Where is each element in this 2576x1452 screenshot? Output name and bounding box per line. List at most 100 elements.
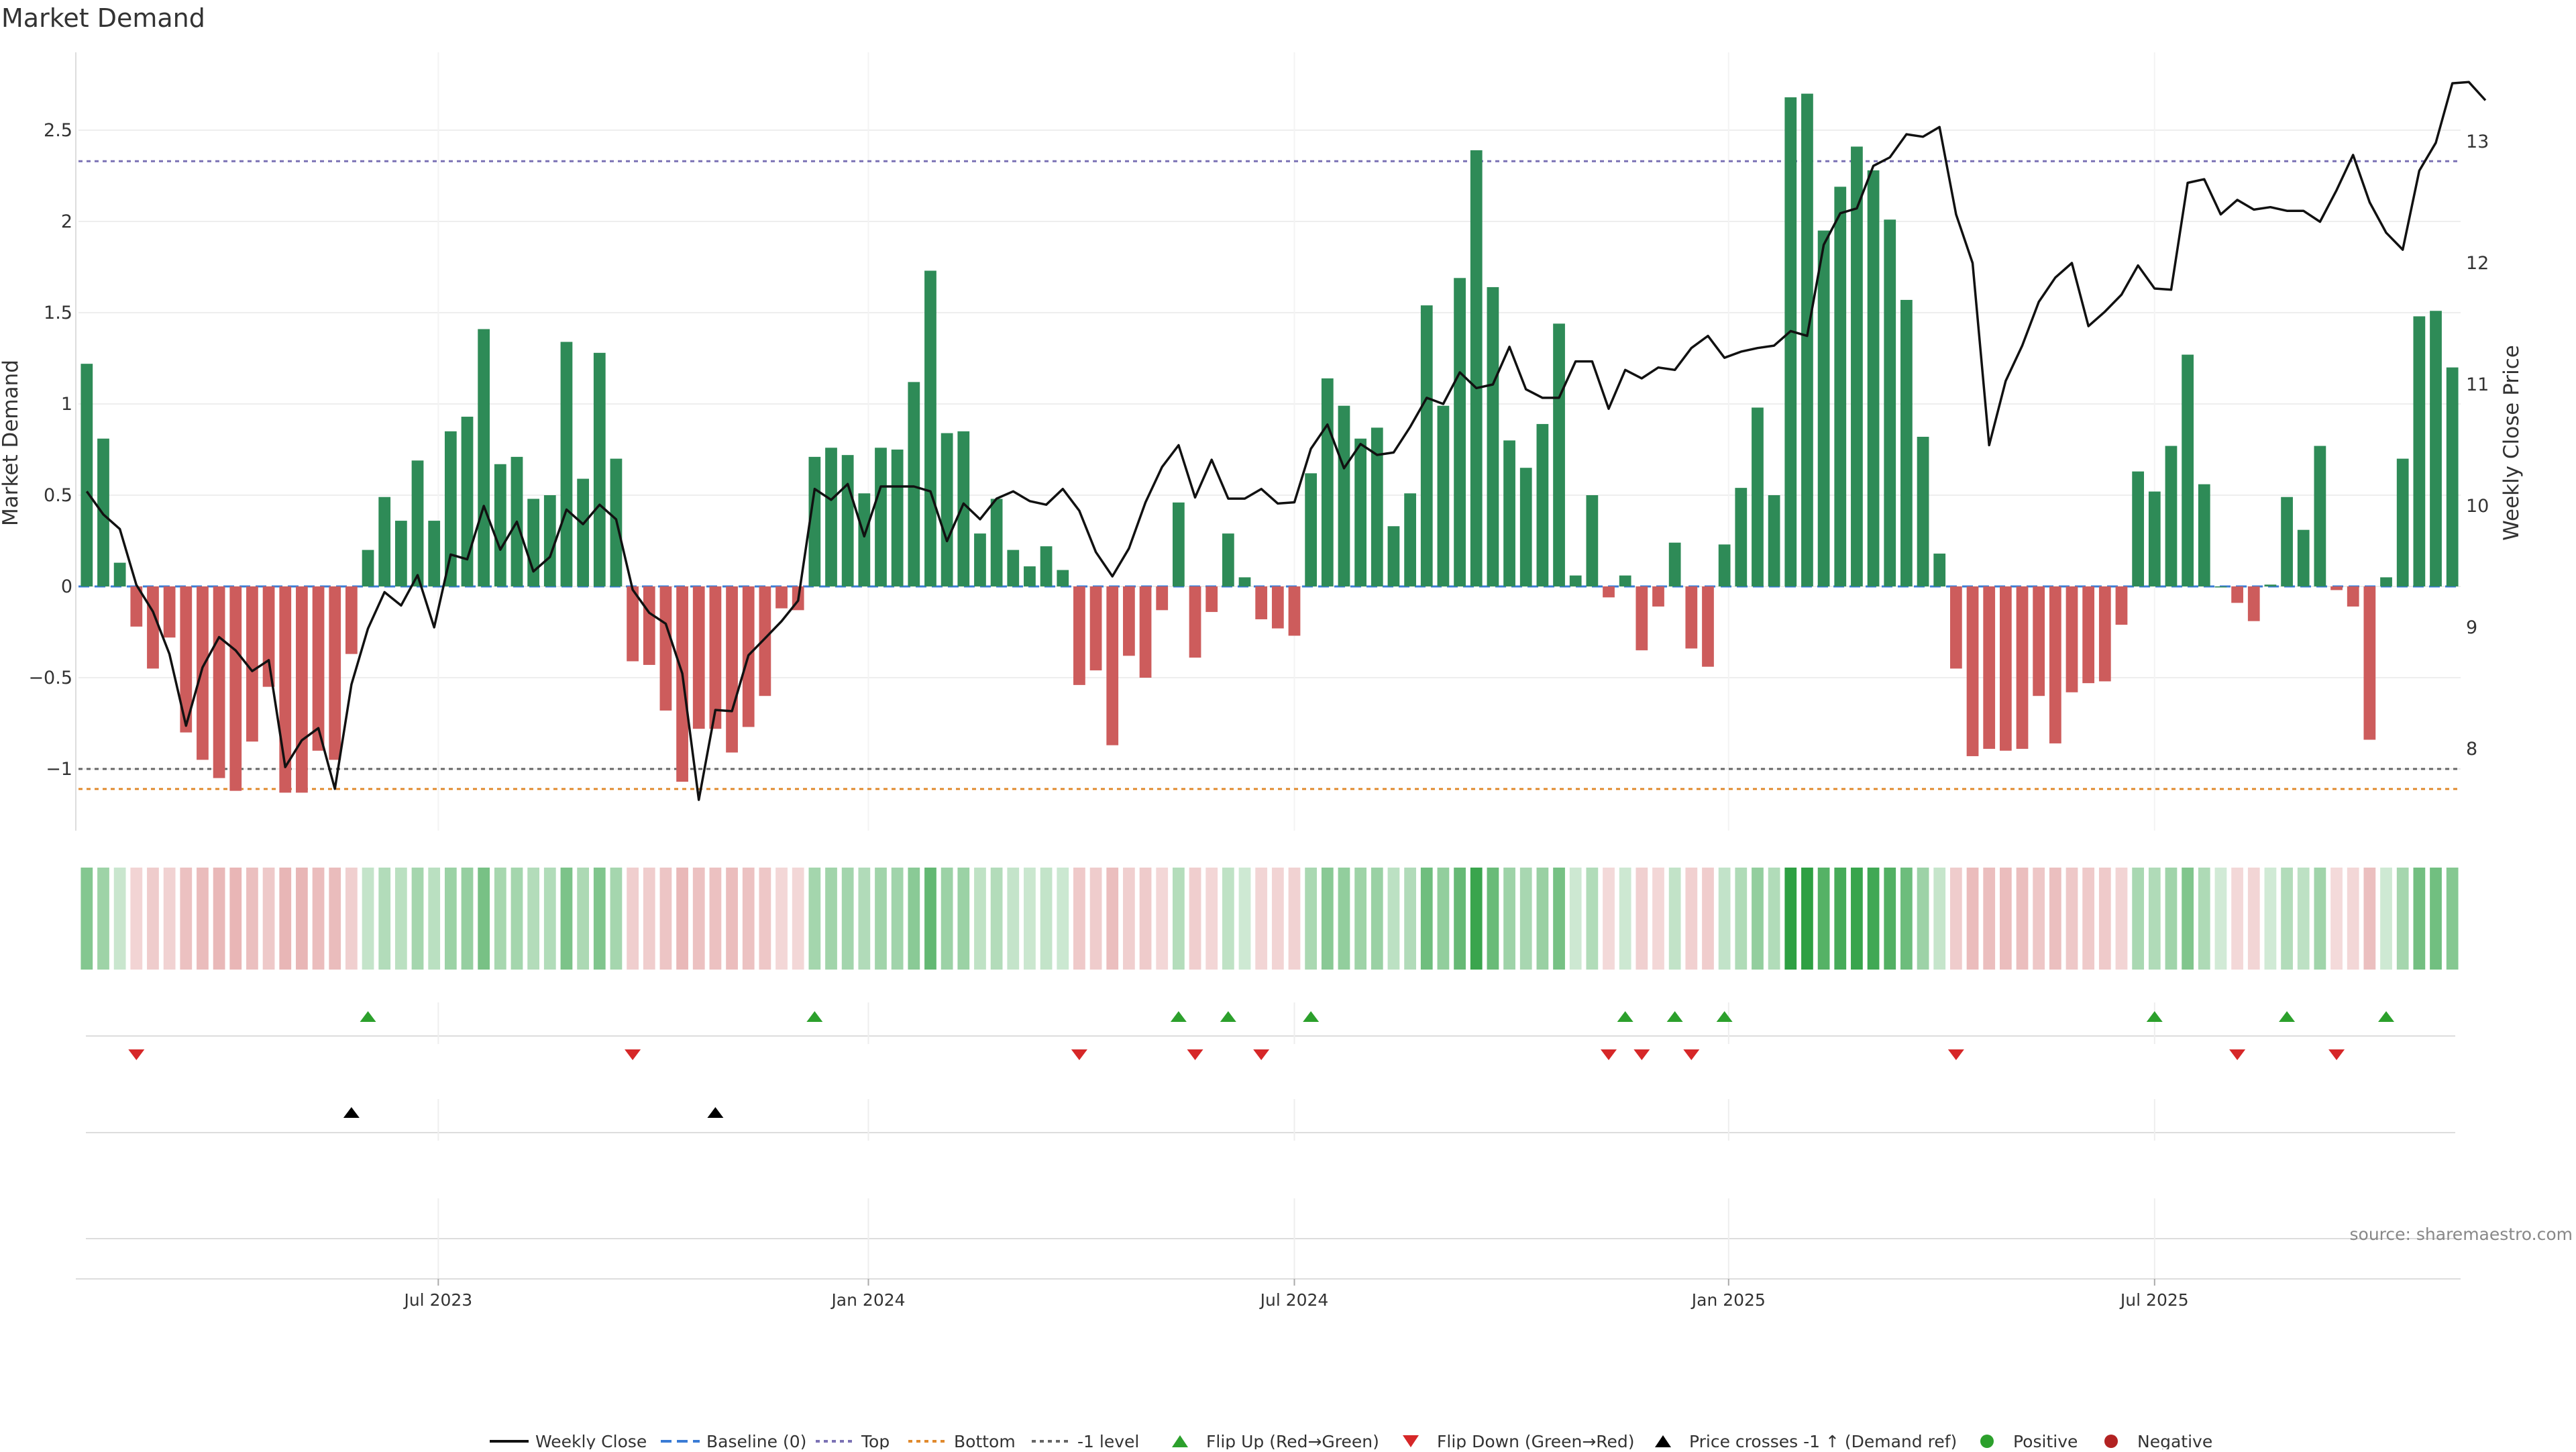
heat-cell — [1752, 868, 1764, 970]
heat-cell — [1007, 868, 1020, 970]
demand-bar — [1387, 526, 1400, 586]
demand-bar — [197, 586, 209, 760]
heat-cell — [1867, 868, 1880, 970]
heat-cell — [543, 868, 556, 970]
heat-cell — [627, 868, 639, 970]
flip-up-marker — [2378, 1011, 2395, 1022]
heat-cell — [1735, 868, 1748, 970]
demand-bar — [163, 586, 176, 638]
heat-cell — [2330, 868, 2343, 970]
demand-bar — [941, 433, 953, 586]
legend-item-label: Price crosses -1 ↑ (Demand ref) — [1689, 1432, 1957, 1449]
heat-cell — [2380, 868, 2392, 970]
heat-cell — [511, 868, 523, 970]
demand-bar — [1933, 554, 1946, 586]
heat-cell — [2033, 868, 2045, 970]
heat-cell — [1387, 868, 1400, 970]
heat-cell — [246, 868, 258, 970]
heat-cell — [1106, 868, 1119, 970]
legend: Weekly Close Baseline (0) Top Bottom -1 leve… — [490, 1432, 2212, 1451]
heat-cell — [643, 868, 655, 970]
heat-cell — [1073, 868, 1085, 970]
heat-cell — [759, 868, 771, 970]
heat-cell — [659, 868, 672, 970]
demand-bar — [1238, 577, 1251, 586]
heat-cell — [1834, 868, 1847, 970]
demand-bar — [2247, 586, 2260, 621]
y-tick-label: 1 — [61, 394, 72, 415]
demand-bars — [80, 93, 2459, 793]
heat-cell — [2413, 868, 2426, 970]
demand-bar — [2297, 529, 2310, 586]
demand-bar — [461, 417, 474, 586]
heat-cell — [2446, 868, 2459, 970]
heat-cell — [80, 868, 93, 970]
demand-bar — [543, 495, 556, 586]
y2-tick-label: 12 — [2466, 253, 2489, 274]
demand-bar — [1553, 323, 1565, 586]
demand-bar — [147, 586, 159, 669]
heat-cell — [2281, 868, 2293, 970]
demand-bar — [1189, 586, 1201, 658]
heat-cell — [1569, 868, 1582, 970]
demand-bar — [180, 586, 193, 733]
demand-bar — [296, 586, 308, 793]
demand-bar — [825, 448, 837, 586]
flip-down-marker — [625, 1049, 641, 1060]
legend-item-label: Positive — [2013, 1432, 2078, 1449]
heat-cell — [908, 868, 920, 970]
gridlines — [78, 52, 2461, 831]
demand-bar — [1917, 436, 1929, 586]
demand-bar — [2082, 586, 2095, 684]
legend-swatch — [1655, 1435, 1671, 1447]
heat-cell — [1404, 868, 1416, 970]
flip-up-marker — [806, 1011, 823, 1022]
heat-cell — [1851, 868, 1863, 970]
heat-cell — [808, 868, 821, 970]
demand-bar — [2330, 586, 2343, 590]
demand-bar — [577, 478, 589, 586]
demand-bar — [1652, 586, 1664, 607]
flip-up-marker — [1617, 1011, 1633, 1022]
y2-tick-label: 8 — [2466, 739, 2477, 760]
y-tick-label: 2 — [61, 211, 72, 232]
heat-cell — [1817, 868, 1830, 970]
heat-cell — [130, 868, 143, 970]
demand-bar — [2115, 586, 2128, 625]
heat-cell — [2182, 868, 2194, 970]
heat-cell — [197, 868, 209, 970]
demand-bar — [1172, 502, 1185, 586]
heat-cell — [229, 868, 242, 970]
demand-bar — [1420, 305, 1433, 586]
heat-cell — [113, 868, 126, 970]
demand-bar — [1536, 423, 1549, 586]
heat-cell — [1702, 868, 1714, 970]
date-axis: Jul 2023 Jan 2024 Jul 2024 Jan 2025 Jul 2025 — [76, 1278, 2461, 1310]
legend-item-label: Negative — [2137, 1432, 2212, 1449]
heat-cell — [494, 868, 506, 970]
demand-bar — [1900, 299, 1913, 586]
heat-cell — [1884, 868, 1896, 970]
demand-bar — [2231, 586, 2243, 603]
heat-cell — [2165, 868, 2178, 970]
demand-bar — [2446, 367, 2459, 586]
heat-cell — [296, 868, 308, 970]
demand-bar — [1718, 544, 1731, 586]
heat-cell — [2098, 868, 2111, 970]
heat-cell — [577, 868, 589, 970]
heat-cell — [1519, 868, 1532, 970]
demand-bar — [527, 499, 540, 586]
y2-tick-label: 13 — [2466, 132, 2489, 152]
heat-cell — [2314, 868, 2326, 970]
heat-cell — [213, 868, 225, 970]
flip-down-marker — [1947, 1049, 1964, 1060]
heat-cell — [1503, 868, 1515, 970]
heat-cell — [1950, 868, 1962, 970]
demand-bar — [2132, 471, 2145, 586]
demand-bar — [659, 586, 672, 711]
heat-cell — [726, 868, 738, 970]
heat-cell — [2214, 868, 2227, 970]
flip-down-marker — [1071, 1049, 1087, 1060]
legend-item-label: Baseline (0) — [706, 1432, 806, 1449]
